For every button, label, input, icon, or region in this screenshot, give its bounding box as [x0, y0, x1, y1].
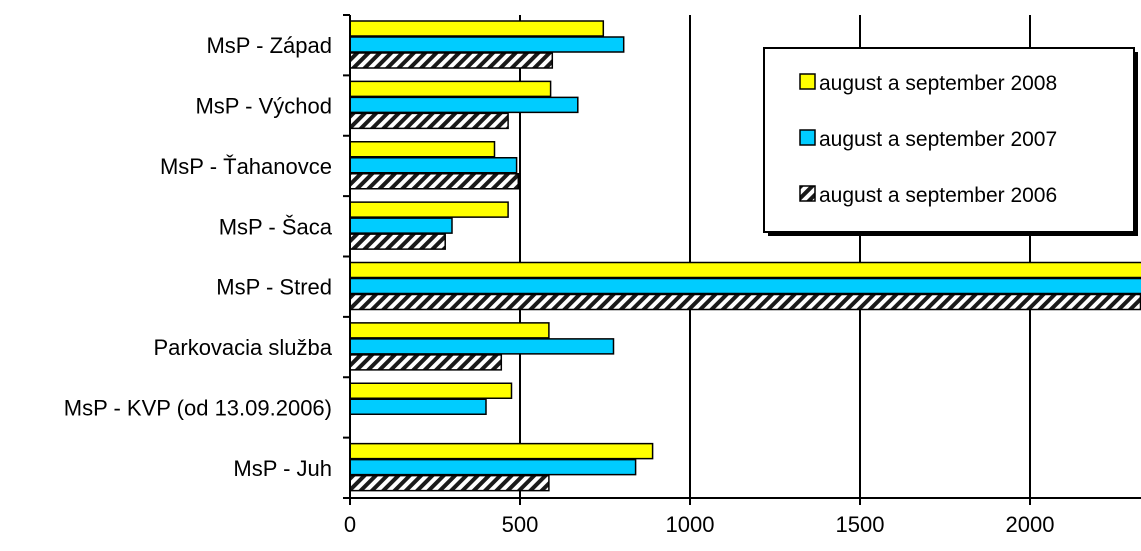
bar [349, 458, 637, 476]
category-label: MsP - Juh [233, 456, 332, 481]
bar [349, 36, 625, 53]
bar [349, 354, 503, 371]
legend-swatch [799, 185, 816, 202]
legend: august a september 2008 august a septembe… [763, 47, 1138, 236]
bar [349, 96, 579, 114]
bar [349, 141, 496, 158]
category-label: MsP - Ťahanovce [160, 154, 332, 179]
x-tick-label: 0 [344, 512, 356, 537]
bar [349, 277, 1141, 295]
x-tick-labels: 0500100015002000250030003500 [344, 512, 1055, 537]
legend-label: august a september 2007 [819, 128, 1057, 151]
legend-box [763, 47, 1135, 233]
bar [349, 52, 554, 69]
x-tick-label: 500 [502, 512, 539, 537]
bar [349, 293, 1141, 311]
x-tick-label: 1000 [666, 512, 715, 537]
bar [349, 20, 605, 37]
category-labels: MsP - Západ MsP - Východ MsP - Ťahanovce Ms… [64, 33, 333, 481]
axes [343, 14, 1141, 505]
legend-swatch [799, 129, 816, 146]
bar [349, 80, 552, 98]
category-label: MsP - Západ [206, 33, 332, 58]
x-tick-label: 2000 [1006, 512, 1055, 537]
category-label: MsP - Východ [195, 94, 332, 119]
bar [349, 382, 513, 399]
bars [349, 20, 1141, 492]
bar [349, 261, 1141, 279]
bar [349, 338, 615, 355]
category-label: MsP - KVP (od 13.09.2006) [64, 395, 332, 420]
bar [349, 233, 446, 250]
legend-swatch [799, 73, 816, 90]
x-tick-label: 1500 [836, 512, 885, 537]
category-label: MsP - Stred [216, 275, 332, 300]
bar [349, 173, 520, 190]
bar [349, 201, 509, 218]
bar [349, 474, 550, 492]
legend-label: august a september 2008 [819, 72, 1057, 95]
bar [349, 112, 509, 130]
legend-label: august a september 2006 [819, 184, 1057, 207]
bar [349, 442, 654, 460]
category-label: MsP - Šaca [219, 214, 333, 239]
category-label: Parkovacia služba [153, 335, 332, 360]
bar [349, 322, 550, 339]
bar [349, 217, 453, 234]
bar [349, 157, 518, 174]
bar [349, 398, 487, 415]
